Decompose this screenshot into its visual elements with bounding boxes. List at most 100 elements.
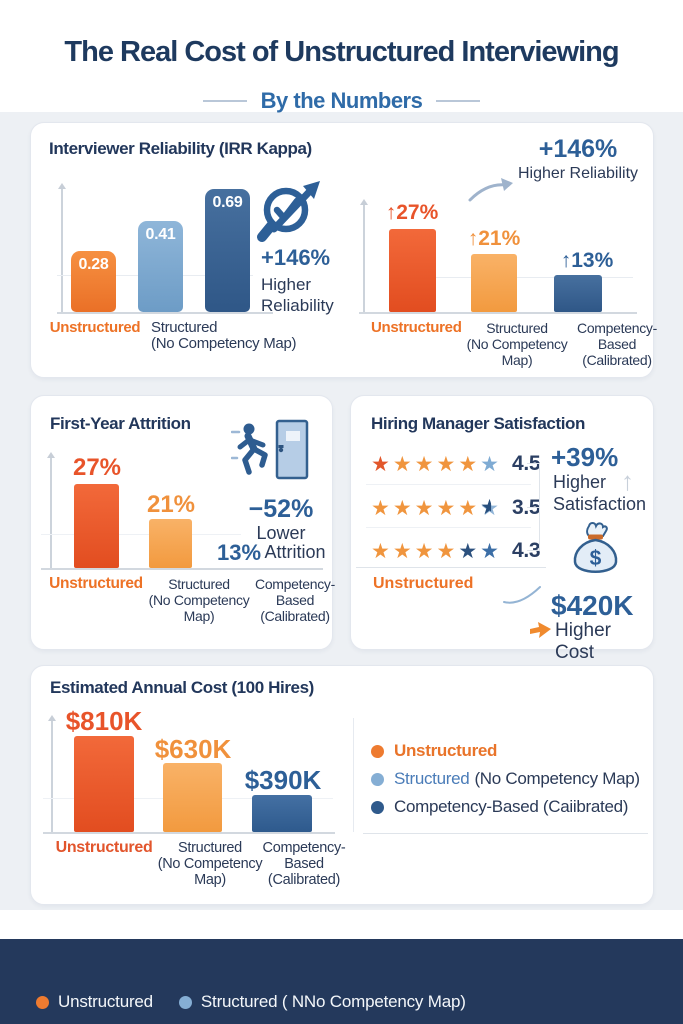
lightblue-dot-icon (178, 995, 192, 1009)
star-icon: ★ (480, 451, 499, 476)
satisfaction-baseline (356, 567, 546, 568)
attrition-bar-unstructured (74, 484, 119, 568)
kappa-bar-competency: 0.69 (205, 189, 250, 312)
attrition-bar-structured (149, 519, 192, 568)
rate-label-structured: ↑21% (467, 227, 521, 250)
rate-label-competency: ↑13% (560, 249, 614, 272)
navy-dot-icon (371, 800, 384, 814)
star-rating: ★ ★ ★ ★ ★ ★ (371, 540, 502, 563)
rate-label-unstructured: ↑27% (385, 201, 439, 224)
cost-label-structured: $630K (154, 734, 232, 764)
rating-row-1: ★ ★ ★ ★ ★ ★ 4.5 (371, 452, 541, 476)
star-icon: ★ (436, 451, 456, 476)
reliability-badge-percent: +146% (261, 245, 331, 270)
kappa-category-unstructured: Unstructured (49, 319, 141, 336)
attrition-label-unstructured: 27% (72, 454, 122, 481)
attrition-label-structured: 21% (146, 491, 196, 518)
rates-category-unstructured: Unstructured (371, 319, 462, 336)
page-title: The Real Cost of Unstructured Interviewi… (64, 36, 619, 68)
cost-x-axis (43, 832, 335, 834)
reliability-badge: +146% Higher Reliability (261, 245, 361, 316)
rates-x-axis (359, 312, 637, 314)
rating-connector-stub (527, 463, 539, 464)
kappa-bar-structured: 0.41 (138, 221, 183, 312)
rating-row-2: ★★★★★★ 3.5 (371, 495, 541, 520)
reliability-annotation-percent: +146% (538, 135, 618, 163)
star-icon: ★ (371, 538, 390, 563)
curved-growth-arrow-icon (468, 178, 513, 202)
satisfaction-x-label: Unstructured (373, 575, 474, 592)
cost-panel-divider (353, 718, 354, 832)
legend-item-structured: Structured (No Competency Map) (371, 769, 640, 789)
satisfaction-annotation-percent: +39% (551, 442, 619, 472)
rating-score: 4.3 (511, 539, 541, 562)
star-icon: ★ (436, 495, 456, 520)
satisfaction-annotation-line2: Satisfaction (553, 494, 647, 514)
satisfaction-panel-title: Hiring Manager Satisfaction (371, 414, 586, 433)
star-icon: ★ (371, 451, 390, 476)
kappa-y-axis-arrow (58, 183, 66, 189)
rating-connector-line (539, 463, 540, 551)
rating-row-separator (366, 527, 531, 528)
attrition-panel-title: First-Year Attrition (50, 414, 191, 433)
star-icon: ★ (392, 451, 412, 476)
star-rating: ★ ★ ★ ★ ★ ★ (371, 453, 502, 476)
kappa-bar-value: 0.69 (212, 194, 243, 211)
attrition-category-structured: Structured (No Competency Map) (148, 576, 250, 624)
subtitle-right-dash (436, 100, 481, 102)
rating-connector-stub (527, 507, 539, 508)
panel-hiring-manager-satisfaction: Hiring Manager Satisfaction ★ ★ ★ ★ ★ ★ 4.5 ★… (350, 395, 654, 663)
up-arrow-icon: ↑ (621, 466, 634, 496)
footer-item-unstructured: Unstructured (36, 992, 153, 1012)
legend-item-competency: Competency-Based (Caiibrated) (371, 797, 628, 817)
cost-bar-structured (163, 763, 222, 832)
attrition-category-competency: Competency-Based (Calibrated) (255, 576, 335, 624)
star-icon: ★ (371, 495, 390, 520)
kappa-bar-value: 0.41 (145, 226, 176, 243)
panel-interviewer-reliability: Interviewer Reliability (IRR Kappa) 0.28… (30, 122, 657, 378)
star-icon: ★ (392, 495, 412, 520)
satisfaction-cost-label: Higher Cost (555, 620, 611, 663)
star-icon: ★ (414, 451, 434, 476)
reliability-badge-line1: Higher (261, 275, 312, 294)
star-icon: ★ (458, 538, 478, 563)
star-icon: ★ (414, 538, 434, 563)
star-icon: ★ (480, 496, 499, 520)
page-subtitle: By the Numbers (0, 88, 683, 114)
svg-text:$: $ (590, 547, 602, 570)
kappa-category-structured: Structured (No Competency Map) (151, 319, 297, 352)
orange-arrow-icon (530, 622, 551, 638)
attrition-annotation-percent: −52% (248, 495, 314, 523)
reliability-badge-line2: Reliability (261, 296, 334, 315)
rate-bar-competency (554, 275, 602, 312)
satisfaction-cost-value: $420K (551, 590, 634, 621)
rating-score: 4.5 (511, 452, 541, 475)
attrition-annotation-line2: Attrition (264, 542, 326, 562)
panel-estimated-annual-cost: Estimated Annual Cost (100 Hires) $810K … (30, 665, 654, 905)
reliability-annotation-text: Higher Reliability (517, 165, 639, 182)
legend-underline (363, 833, 648, 834)
reliability-panel-title: Interviewer Reliability (IRR Kappa) (49, 139, 312, 158)
attrition-y-axis (50, 458, 52, 568)
cost-category-unstructured: Unstructured (55, 839, 153, 856)
rates-y-axis-arrow (360, 199, 368, 205)
cost-category-structured: Structured (No Competency Map) (157, 840, 263, 888)
page-subtitle-text: By the Numbers (260, 88, 423, 113)
panel-first-year-attrition: First-Year Attrition 27% 21% 13% −52% Lo… (30, 395, 335, 650)
star-icon: ★ (458, 451, 478, 476)
attrition-label-competency: 13% (216, 540, 262, 565)
attrition-y-axis-arrow (47, 452, 55, 458)
star-icon: ★ (436, 538, 456, 563)
cost-bar-competency (252, 795, 312, 832)
footer-item-structured: Structured ( NNo Competency Map) (178, 992, 466, 1012)
attrition-x-axis (41, 568, 323, 570)
money-bag-icon: $ (573, 522, 618, 573)
cost-y-axis (51, 721, 53, 832)
satisfaction-annotation-line1: Higher (553, 472, 607, 492)
rates-category-competency: Competency-Based (Calibrated) (577, 320, 657, 368)
rating-row-separator (366, 484, 531, 485)
cost-bar-unstructured (74, 736, 134, 832)
footer-band (0, 939, 683, 1024)
cost-y-axis-arrow (48, 715, 56, 721)
kappa-y-axis (61, 189, 63, 312)
